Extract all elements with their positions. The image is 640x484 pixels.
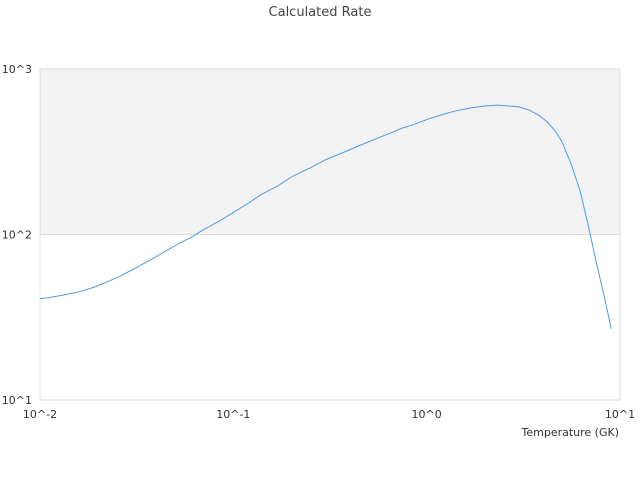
y-tick-label: 10^2 (2, 229, 32, 242)
y-tick-label: 10^1 (2, 394, 32, 407)
x-tick-label: 10^-1 (216, 408, 250, 421)
x-axis-label: Temperature (GK) (521, 426, 620, 439)
shaded-band (40, 69, 620, 235)
x-tick-label: 10^1 (605, 408, 635, 421)
x-tick-label: 10^0 (412, 408, 442, 421)
chart-title: Calculated Rate (269, 5, 372, 20)
y-tick-label: 10^3 (2, 63, 32, 76)
x-tick-label: 10^-2 (23, 408, 57, 421)
series-line-0 (39, 104, 612, 329)
